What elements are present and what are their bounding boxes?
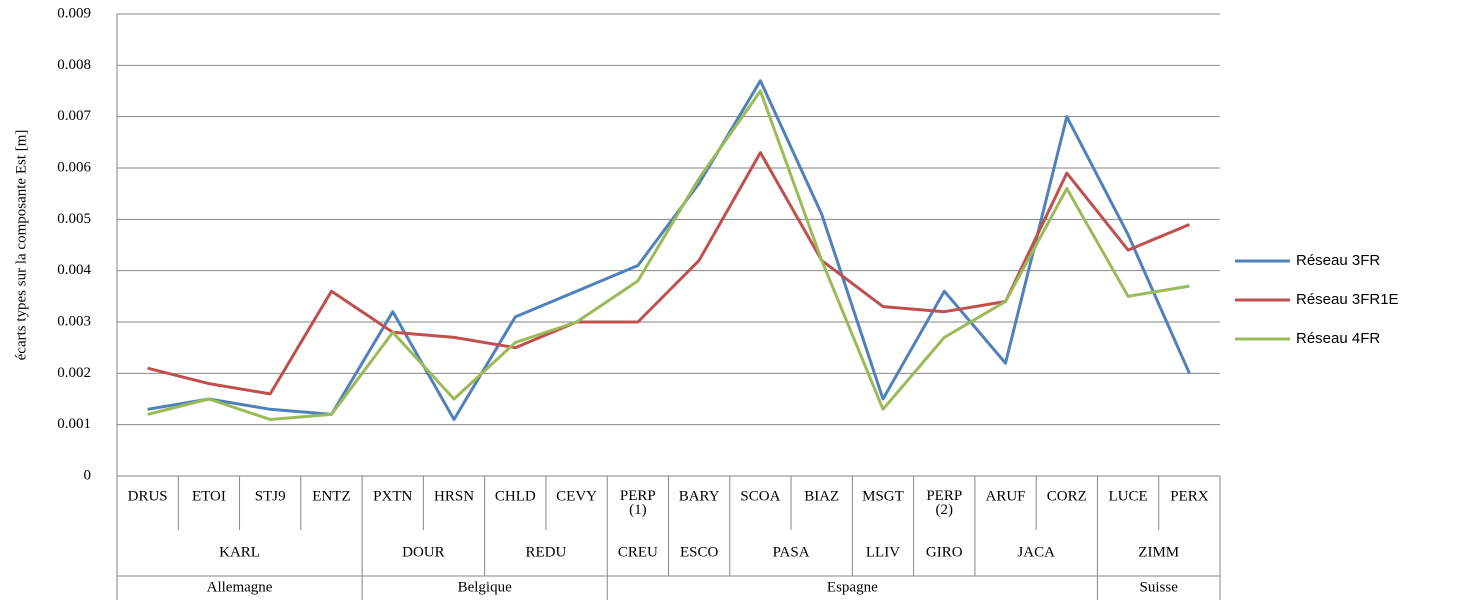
y-tick-label: 0 (84, 467, 92, 483)
group-label: Espagne (827, 579, 878, 595)
y-tick-label: 0.002 (57, 365, 91, 381)
group-label: GIRO (926, 544, 963, 560)
group-label: Suisse (1140, 579, 1179, 595)
x-tick-label: PXTN (373, 488, 412, 504)
group-label: JACA (1017, 544, 1055, 560)
series-line (147, 151, 1190, 396)
group-label: LLIV (866, 544, 900, 560)
x-tick-label: MSGT (862, 488, 904, 504)
x-tick-label: BARY (679, 488, 720, 504)
y-tick-label: 0.008 (57, 57, 91, 73)
x-tick-label: LUCE (1108, 488, 1147, 504)
x-tick-label: CHLD (495, 488, 536, 504)
x-tick-label: STJ9 (255, 488, 286, 504)
series-line (147, 79, 1191, 421)
group-label: Allemagne (207, 579, 273, 595)
y-tick-label: 0.009 (57, 5, 91, 21)
group-label: KARL (219, 544, 260, 560)
x-tick-label: BIAZ (804, 488, 839, 504)
x-tick-label: ETOI (192, 488, 226, 504)
x-tick-label: CEVY (556, 488, 597, 504)
group-label: DOUR (402, 544, 445, 560)
group-label: ESCO (680, 544, 719, 560)
x-tick-label: SCOA (740, 488, 780, 504)
x-tick-label: PERP (2) (926, 488, 962, 518)
x-tick-label: PERX (1170, 488, 1209, 504)
y-tick-label: 0.004 (57, 262, 91, 278)
y-axis-label: écarts types sur la composante Est [m] (13, 130, 29, 361)
x-tick-label: ARUF (986, 488, 1026, 504)
x-tick-label: CORZ (1047, 488, 1087, 504)
y-tick-label: 0.007 (57, 108, 91, 124)
x-tick-label: ENTZ (312, 488, 350, 504)
legend-label: Réseau 3FR (1296, 252, 1380, 269)
y-tick-label: 0.006 (57, 159, 91, 175)
y-tick-label: 0.003 (57, 313, 91, 329)
legend-label: Réseau 4FR (1296, 330, 1380, 347)
group-label: Belgique (458, 579, 512, 595)
x-tick-label: HRSN (434, 488, 474, 504)
group-label: CREU (618, 544, 658, 560)
legend-label: Réseau 3FR1E (1296, 291, 1399, 308)
group-label: PASA (773, 544, 810, 560)
group-label: REDU (526, 544, 567, 560)
y-tick-label: 0.001 (57, 416, 91, 432)
y-tick-label: 0.005 (57, 211, 91, 227)
x-tick-label: DRUS (128, 488, 168, 504)
group-label: ZIMM (1138, 544, 1179, 560)
series-line (147, 89, 1190, 421)
x-tick-label: PERP (1) (620, 488, 656, 518)
